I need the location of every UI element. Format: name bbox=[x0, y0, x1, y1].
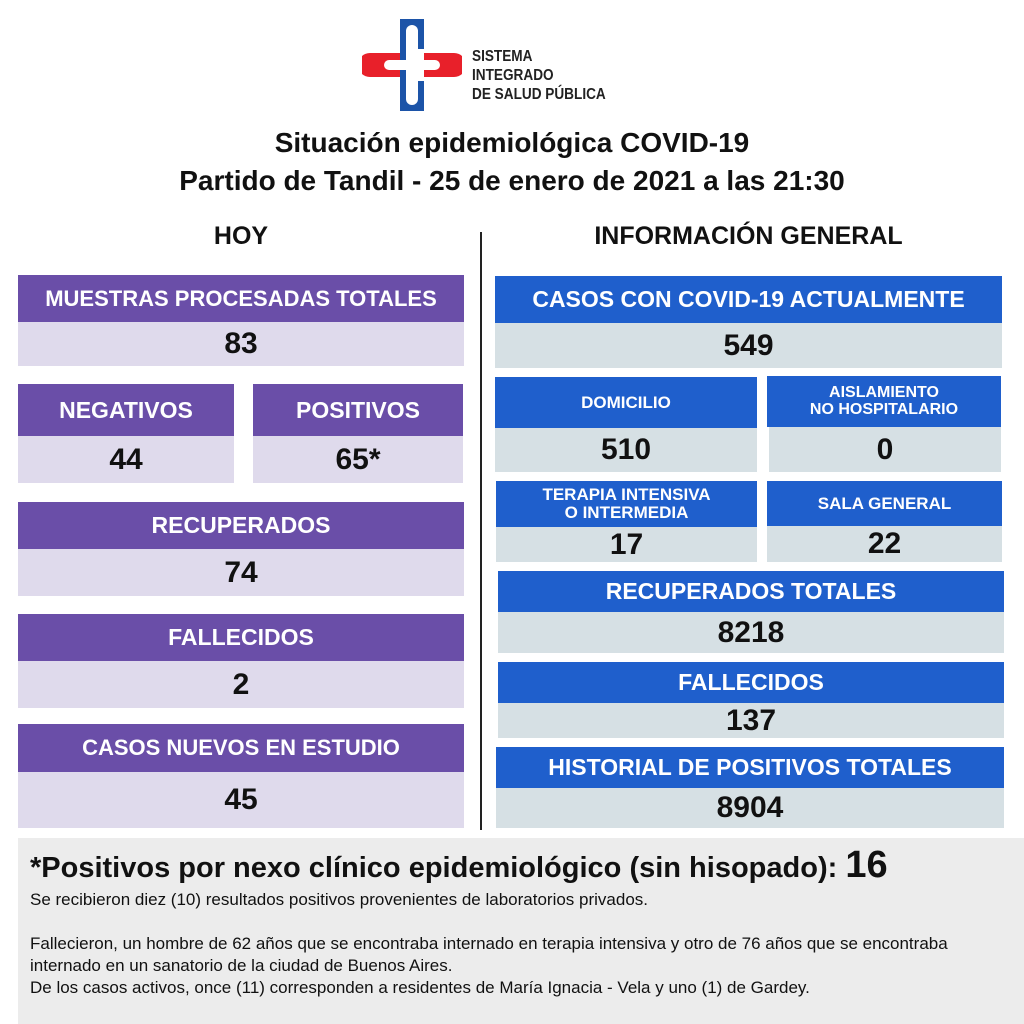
notes-p1: Se recibieron diez (10) resultados posit… bbox=[30, 890, 649, 909]
activos-label: CASOS CON COVID-19 ACTUALMENTE bbox=[495, 276, 1002, 323]
fallecidos-label: FALLECIDOS bbox=[18, 614, 464, 661]
recuperados-totales-value: 8218 bbox=[498, 612, 1004, 653]
recuperados-label: RECUPERADOS bbox=[18, 502, 464, 549]
sala-label: SALA GENERAL bbox=[767, 481, 1002, 526]
domicilio-label: DOMICILIO bbox=[495, 377, 757, 428]
general-heading: INFORMACIÓN GENERAL bbox=[594, 222, 903, 250]
positivos-value: 65* bbox=[253, 436, 463, 483]
terapia-value: 17 bbox=[496, 527, 757, 562]
terapia-label: TERAPIA INTENSIVA O INTERMEDIA bbox=[496, 481, 757, 527]
nuevos-value: 45 bbox=[18, 772, 464, 828]
historial-label: HISTORIAL DE POSITIVOS TOTALES bbox=[496, 747, 1004, 788]
page-subtitle: Partido de Tandil - 25 de enero de 2021 … bbox=[179, 165, 845, 196]
hoy-heading: HOY bbox=[213, 222, 269, 250]
terapia-label-line2: O INTERMEDIA bbox=[564, 503, 689, 522]
logo: SISTEMA INTEGRADO DE SALUD PÚBLICA bbox=[362, 15, 632, 115]
column-divider bbox=[480, 232, 482, 830]
terapia-label-line1: TERAPIA INTENSIVA bbox=[542, 485, 711, 505]
notes-headline-text: *Positivos por nexo clínico epidemiológi… bbox=[30, 852, 838, 884]
recuperados-totales-label: RECUPERADOS TOTALES bbox=[498, 571, 1004, 612]
aislamiento-value: 0 bbox=[769, 427, 1001, 472]
notes-p2: Fallecieron, un hombre de 62 años que se… bbox=[30, 934, 948, 975]
aislamiento-label: AISLAMIENTO NO HOSPITALARIO bbox=[767, 376, 1001, 427]
negativos-label: NEGATIVOS bbox=[18, 384, 234, 436]
notes-headline: *Positivos por nexo clínico epidemiológi… bbox=[30, 844, 1012, 889]
domicilio-value: 510 bbox=[495, 428, 757, 472]
page-title: Situación epidemiológica COVID-19 bbox=[274, 127, 750, 158]
notes-p3: De los casos activos, once (11) correspo… bbox=[30, 978, 810, 997]
logo-line1: SISTEMA INTEGRADO bbox=[472, 48, 554, 84]
negativos-value: 44 bbox=[18, 436, 234, 483]
sala-value: 22 bbox=[767, 526, 1002, 562]
recuperados-value: 74 bbox=[18, 549, 464, 596]
notes-panel: *Positivos por nexo clínico epidemiológi… bbox=[18, 838, 1024, 1024]
notes-headline-value: 16 bbox=[845, 844, 888, 886]
nuevos-label: CASOS NUEVOS EN ESTUDIO bbox=[18, 724, 464, 772]
fallecidos-value: 2 bbox=[18, 661, 464, 708]
positivos-label: POSITIVOS bbox=[253, 384, 463, 436]
logo-line2: DE SALUD PÚBLICA bbox=[472, 86, 606, 103]
muestras-value: 83 bbox=[18, 322, 464, 366]
fallecidos-totales-label: FALLECIDOS bbox=[498, 662, 1004, 703]
logo-cross-icon bbox=[362, 19, 462, 111]
activos-value: 549 bbox=[495, 323, 1002, 368]
aislamiento-label-line1: AISLAMIENTO bbox=[829, 383, 939, 401]
historial-value: 8904 bbox=[496, 788, 1004, 828]
fallecidos-totales-value: 137 bbox=[498, 703, 1004, 738]
muestras-label: MUESTRAS PROCESADAS TOTALES bbox=[18, 275, 464, 322]
aislamiento-label-line2: NO HOSPITALARIO bbox=[809, 400, 959, 418]
